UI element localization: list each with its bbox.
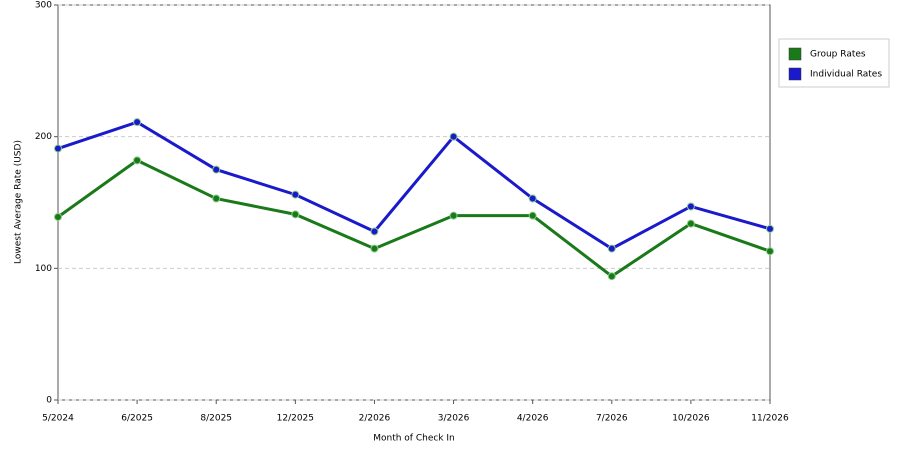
- legend-label: Individual Rates: [810, 70, 882, 80]
- y-axis-title: Lowest Average Rate (USD): [14, 140, 24, 264]
- legend-label: Group Rates: [810, 50, 866, 60]
- x-tick-label: 12/2025: [277, 414, 314, 424]
- x-tick-label: 10/2026: [672, 414, 710, 424]
- y-tick-label: 200: [35, 132, 52, 142]
- point: [54, 144, 62, 153]
- y-tick-label: 100: [35, 264, 52, 274]
- point: [686, 219, 695, 228]
- series-line: [57, 120, 771, 251]
- plot-frame: [57, 4, 771, 401]
- x-tick-label: 3/2026: [438, 414, 470, 424]
- legend-swatch: [788, 67, 802, 81]
- point: [528, 194, 537, 203]
- point: [686, 202, 695, 211]
- x-tick-label: 11/2026: [751, 414, 789, 424]
- y-tick-label: 300: [35, 1, 52, 11]
- legend-swatch: [788, 47, 802, 61]
- point: [133, 118, 142, 127]
- x-axis-title: Month of Check In: [373, 434, 455, 444]
- x-tick-label: 4/2026: [517, 414, 549, 424]
- x-tick-label: 7/2026: [596, 414, 628, 424]
- point: [528, 211, 537, 220]
- point: [54, 212, 62, 221]
- point: [370, 244, 379, 253]
- point: [449, 132, 458, 141]
- x-tick-label: 5/2024: [42, 414, 74, 424]
- point: [291, 210, 300, 219]
- point: [133, 156, 142, 165]
- x-tick-label: 8/2025: [200, 414, 232, 424]
- x-tick-label: 6/2025: [121, 414, 153, 424]
- point: [766, 224, 774, 233]
- point: [212, 165, 221, 174]
- point: [212, 194, 221, 203]
- x-tick-label: 2/2026: [359, 414, 391, 424]
- point: [766, 247, 774, 256]
- point: [607, 244, 616, 253]
- point: [291, 190, 300, 199]
- y-tick-label: 0: [46, 396, 52, 406]
- point: [607, 272, 616, 281]
- series-line: [57, 158, 771, 279]
- point: [449, 211, 458, 220]
- point: [370, 227, 379, 236]
